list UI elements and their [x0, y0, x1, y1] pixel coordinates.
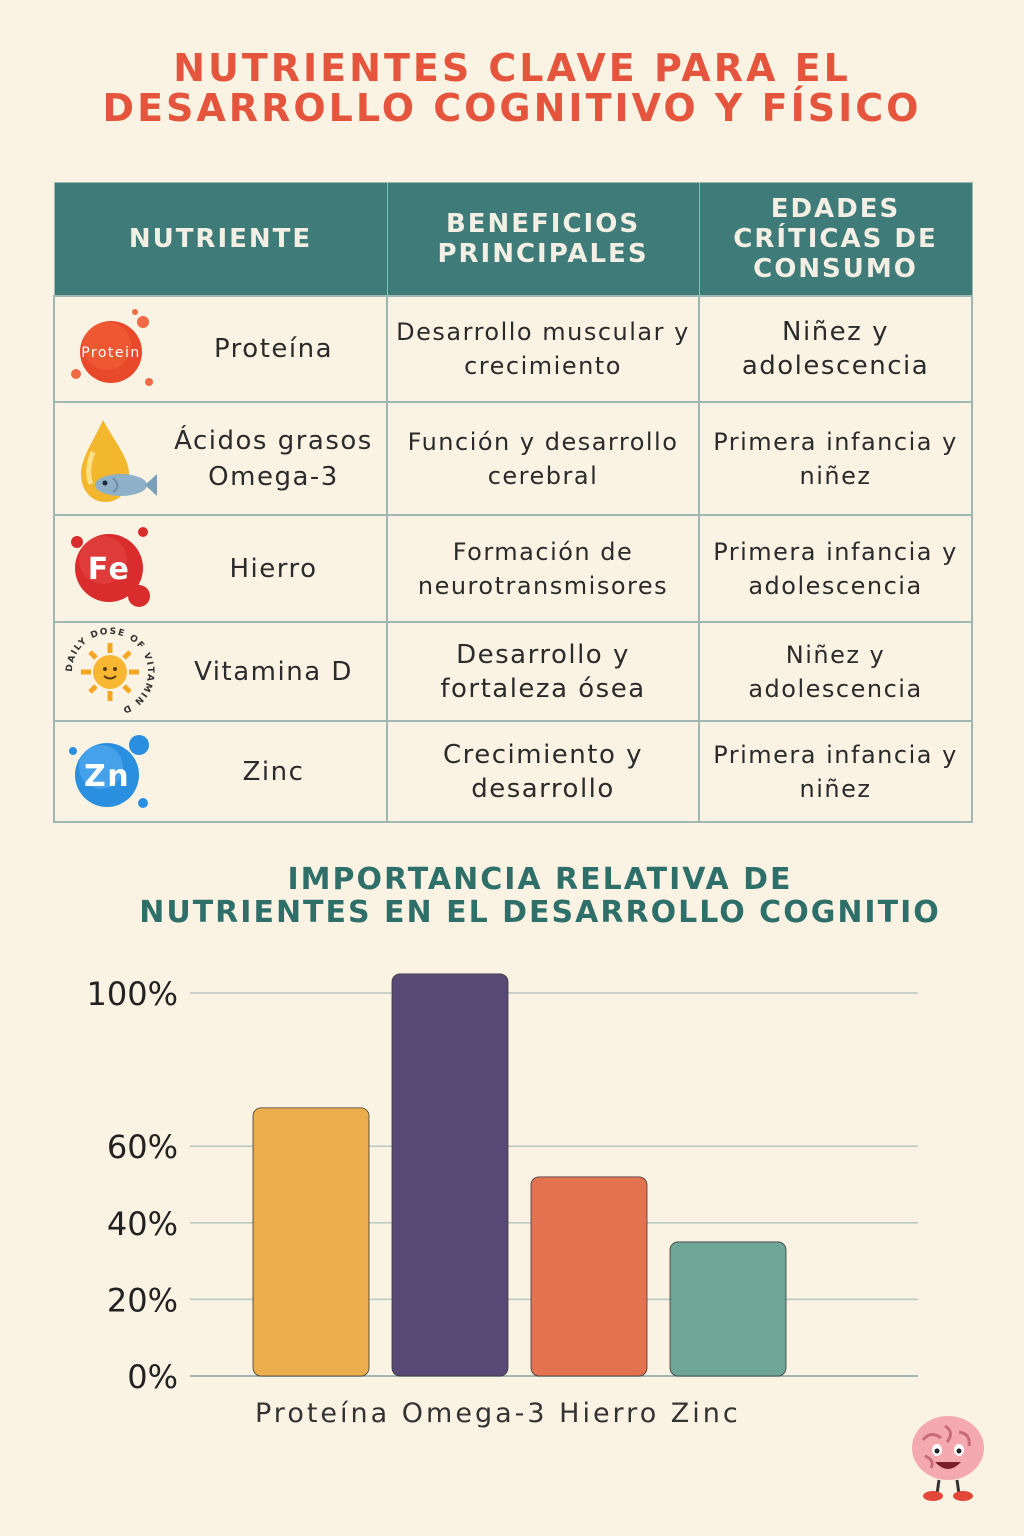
bar-Omega-3: [391, 973, 509, 1377]
chart-title-line2: NUTRIENTES EN EL DESARROLLO COGNITIO: [139, 895, 941, 930]
nutrient-name: Hierro: [229, 553, 318, 584]
nutrient-cell: Fe Hierro: [53, 514, 388, 623]
table-row: DAILY DOSE OF VITAMIN D Vitamina D Desar…: [53, 621, 973, 722]
benefit-cell: Desarrollo muscular y crecimiento: [386, 295, 700, 403]
nutrient-name: Ácidos grasos Omega-3: [174, 425, 373, 492]
header-nutrient: NUTRIENTE: [53, 182, 388, 297]
nutrient-name: Proteína: [213, 334, 334, 364]
ages-cell: Niñez y adolescencia: [698, 621, 973, 722]
x-tick-label: Proteína: [255, 1398, 390, 1429]
importance-bar-chart: 0% 20% 40% 60% 100% Proteína Omega-3 Hierro Z…: [87, 973, 918, 1429]
y-tick-label: 20%: [107, 1281, 178, 1319]
ages-cell: Primera infancia y niñez: [698, 720, 973, 823]
nutrient-cell: Zn Zinc: [53, 720, 388, 823]
main-title: NUTRIENTES CLAVE PARA EL DESARROLLO COGN…: [0, 48, 1024, 128]
y-tick-label: 100%: [87, 975, 178, 1013]
x-category-labels: Proteína Omega-3 Hierro Zinc: [255, 1398, 741, 1429]
table-row: Ácidos grasos Omega-3 Función y desarrol…: [53, 401, 973, 516]
iron-fe-icon: Fe: [63, 522, 157, 616]
vitamin-d-sun-icon: DAILY DOSE OF VITAMIN D: [63, 625, 157, 719]
nutrient-cell: DAILY DOSE OF VITAMIN D Vitamina D: [53, 621, 388, 722]
nutrient-name: Zinc: [242, 756, 305, 787]
omega3-fish-oil-icon: [63, 412, 157, 506]
table-row: Protein Proteína Desarrollo muscular y c…: [53, 295, 973, 403]
zinc-zn-icon: Zn: [63, 725, 157, 819]
nutrient-cell: Ácidos grasos Omega-3: [53, 401, 388, 516]
brain-mascot-icon: [912, 1416, 984, 1501]
chart-title-line1: IMPORTANCIA RELATIVA DE: [287, 862, 793, 897]
table-row: Fe Hierro Formación de neurotransmisores…: [53, 514, 973, 623]
benefit-cell: Desarrollo y fortaleza ósea: [386, 621, 700, 722]
zinc-icon-label: Zn: [84, 759, 130, 794]
bar-Proteína: [252, 1107, 370, 1377]
chart-title: IMPORTANCIA RELATIVA DE NUTRIENTES EN EL…: [60, 863, 1020, 929]
bar-Zinc: [669, 1241, 787, 1377]
nutrients-table: NUTRIENTE BENEFICIOS PRINCIPALES EDADES …: [53, 182, 973, 823]
y-tick-label: 0%: [127, 1358, 178, 1396]
y-tick-label: 60%: [107, 1128, 178, 1166]
x-tick-label: Zinc: [659, 1398, 741, 1429]
header-benefits: BENEFICIOS PRINCIPALES: [386, 182, 700, 297]
ages-cell: Primera infancia y adolescencia: [698, 514, 973, 623]
benefit-cell: Función y desarrollo cerebral: [386, 401, 700, 516]
protein-icon-label: Protein: [81, 345, 141, 361]
protein-icon: Protein: [63, 302, 157, 396]
main-title-line2: DESARROLLO COGNITIVO Y FÍSICO: [102, 86, 922, 130]
table-row: Zn Zinc Crecimiento y desarrollo Primera…: [53, 720, 973, 823]
x-tick-label: Omega-3: [390, 1398, 547, 1429]
bar-Hierro: [530, 1176, 648, 1377]
iron-icon-label: Fe: [88, 552, 131, 587]
nutrient-name: Vitamina D: [194, 656, 353, 687]
ages-cell: Primera infancia y niñez: [698, 401, 973, 516]
header-ages: EDADES CRÍTICAS DE CONSUMO: [698, 182, 973, 297]
benefit-cell: Formación de neurotransmisores: [386, 514, 700, 623]
benefit-cell: Crecimiento y desarrollo: [386, 720, 700, 823]
nutrient-cell: Protein Proteína: [53, 295, 388, 403]
main-title-line1: NUTRIENTES CLAVE PARA EL: [173, 46, 851, 90]
y-tick-label: 40%: [107, 1205, 178, 1243]
ages-cell: Niñez y adolescencia: [698, 295, 973, 403]
x-tick-label: Hierro: [548, 1398, 660, 1429]
table-header-row: NUTRIENTE BENEFICIOS PRINCIPALES EDADES …: [53, 182, 973, 297]
